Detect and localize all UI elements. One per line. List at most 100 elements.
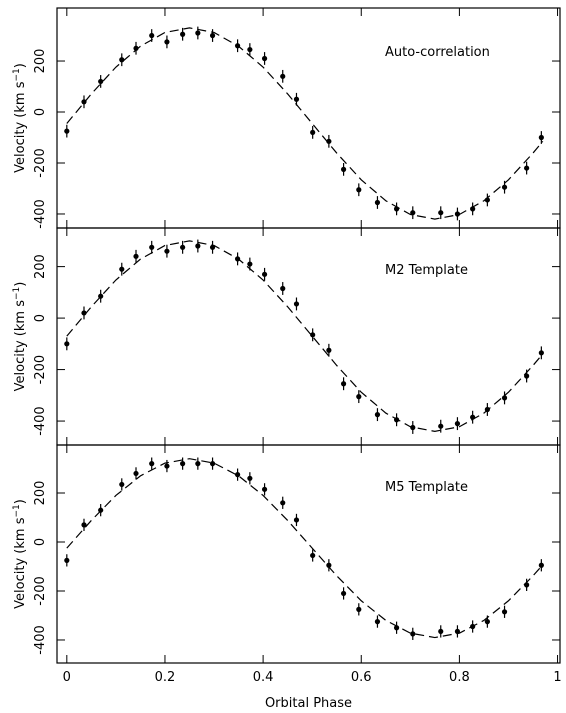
data-point xyxy=(393,625,400,631)
data-point xyxy=(149,244,155,250)
plot-frame xyxy=(56,444,561,664)
data-point xyxy=(195,461,201,467)
data-point xyxy=(410,424,416,431)
y-axis-label: Velocity (km s−1) xyxy=(12,499,28,609)
data-point xyxy=(247,475,253,481)
data-point xyxy=(538,134,544,141)
data-point xyxy=(438,628,444,635)
data-point xyxy=(81,99,87,105)
y-tick-label: -400 xyxy=(33,199,48,229)
y-axis-label-end: ) xyxy=(13,63,28,68)
data-point xyxy=(280,285,286,292)
data-point xyxy=(64,128,70,134)
x-tick-label: 1 xyxy=(553,670,561,685)
y-tick-label: 200 xyxy=(33,254,48,279)
data-point xyxy=(410,210,416,216)
data-point xyxy=(209,32,216,39)
y-axis-label-text: Velocity (km s xyxy=(13,81,28,173)
x-tick-label: 0.2 xyxy=(155,670,176,685)
data-point xyxy=(326,562,332,568)
y-axis-label-end: ) xyxy=(13,282,28,287)
x-tick-label: 0 xyxy=(63,670,71,685)
data-point xyxy=(209,244,216,250)
data-point xyxy=(438,210,444,216)
y-axis-label-text: Velocity (km s xyxy=(13,517,28,609)
x-tick-label: 0.8 xyxy=(449,670,470,685)
data-point xyxy=(81,522,87,528)
data-point xyxy=(356,606,362,612)
data-point xyxy=(470,623,476,630)
y-tick-label: -400 xyxy=(33,406,48,436)
data-point xyxy=(133,470,139,477)
data-point xyxy=(501,184,508,190)
data-point xyxy=(340,590,347,597)
fit-curve xyxy=(66,27,544,220)
data-point xyxy=(133,253,139,259)
annotation: M5 Template xyxy=(385,480,468,495)
data-point xyxy=(470,206,476,212)
y-tick-label: 0 xyxy=(33,314,48,322)
data-point xyxy=(234,256,241,262)
y-axis-label-end: ) xyxy=(13,499,28,504)
data-point xyxy=(356,187,362,193)
data-point xyxy=(164,248,170,254)
y-tick-label: 200 xyxy=(33,49,48,74)
y-axis-label: Velocity (km s−1) xyxy=(12,63,28,173)
data-point xyxy=(81,310,87,316)
data-point xyxy=(195,30,201,36)
data-point xyxy=(195,243,201,249)
annotation: Auto-correlation xyxy=(385,45,490,60)
data-point xyxy=(119,57,125,63)
data-point xyxy=(261,55,268,62)
data-point xyxy=(340,381,347,387)
data-point xyxy=(149,461,155,467)
data-point xyxy=(356,394,362,400)
data-point xyxy=(209,461,216,467)
annotation: M2 Template xyxy=(385,263,468,278)
data-point xyxy=(149,32,155,39)
data-point xyxy=(454,421,461,427)
data-point xyxy=(454,628,461,635)
data-point xyxy=(484,197,490,203)
y-axis-label-text: Velocity (km s xyxy=(13,300,28,392)
data-point xyxy=(180,244,186,250)
data-point xyxy=(374,199,381,206)
y-tick-label: 0 xyxy=(33,108,48,116)
x-tick-label: 0.6 xyxy=(351,670,372,685)
y-axis-label: Velocity (km s−1) xyxy=(12,282,28,392)
data-point xyxy=(501,395,508,401)
data-point xyxy=(180,31,186,37)
data-point xyxy=(538,562,544,568)
data-point xyxy=(133,45,139,51)
data-point xyxy=(524,373,530,379)
y-axis-label-sup: −1 xyxy=(12,287,22,300)
data-point xyxy=(293,96,300,102)
data-point xyxy=(310,552,316,559)
data-point xyxy=(538,350,544,356)
data-point xyxy=(484,619,490,625)
data-point xyxy=(470,414,476,420)
data-point xyxy=(98,507,104,513)
data-point xyxy=(410,631,416,637)
data-point xyxy=(393,417,400,423)
data-point xyxy=(234,43,241,49)
data-point xyxy=(524,165,530,171)
data-point xyxy=(247,46,253,53)
fit-curve xyxy=(66,240,544,432)
y-tick-label: 200 xyxy=(33,481,48,506)
data-point xyxy=(484,406,490,413)
data-point xyxy=(164,39,170,45)
data-point xyxy=(98,78,104,85)
y-tick-label: -400 xyxy=(33,625,48,655)
data-point xyxy=(501,609,508,615)
data-point xyxy=(310,129,316,136)
data-point xyxy=(261,486,268,492)
data-point xyxy=(119,481,125,488)
data-point xyxy=(326,138,332,144)
data-point xyxy=(454,211,461,217)
y-axis-label-sup: −1 xyxy=(12,68,22,81)
data-point xyxy=(438,423,444,429)
data-point xyxy=(293,301,300,307)
